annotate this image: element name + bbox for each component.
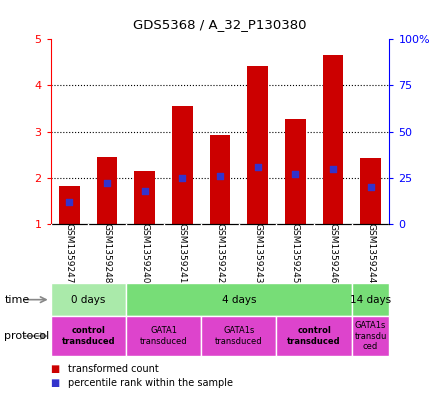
Text: GATA1
transduced: GATA1 transduced bbox=[140, 326, 187, 346]
Text: GSM1359244: GSM1359244 bbox=[366, 223, 375, 284]
Text: control
transduced: control transduced bbox=[287, 326, 341, 346]
Point bbox=[141, 187, 148, 194]
Text: GSM1359241: GSM1359241 bbox=[178, 223, 187, 284]
Text: GSM1359245: GSM1359245 bbox=[291, 223, 300, 284]
Text: GSM1359240: GSM1359240 bbox=[140, 223, 149, 284]
Bar bbox=[51, 316, 126, 356]
Text: ■: ■ bbox=[51, 364, 60, 375]
Text: time: time bbox=[4, 295, 29, 305]
Text: percentile rank within the sample: percentile rank within the sample bbox=[68, 378, 233, 388]
Text: control
transduced: control transduced bbox=[62, 326, 115, 346]
Text: GSM1359243: GSM1359243 bbox=[253, 223, 262, 284]
Bar bbox=[247, 66, 268, 224]
Point bbox=[292, 171, 299, 177]
Bar bbox=[276, 316, 352, 356]
Text: 14 days: 14 days bbox=[350, 295, 391, 305]
Bar bbox=[126, 283, 352, 316]
Bar bbox=[360, 158, 381, 224]
Text: GSM1359246: GSM1359246 bbox=[328, 223, 337, 284]
Text: GSM1359242: GSM1359242 bbox=[216, 223, 224, 284]
Bar bbox=[59, 185, 80, 224]
Bar bbox=[209, 135, 231, 224]
Point bbox=[216, 173, 224, 179]
Point bbox=[179, 174, 186, 181]
Bar bbox=[126, 316, 201, 356]
Text: protocol: protocol bbox=[4, 331, 50, 341]
Bar bbox=[51, 283, 126, 316]
Text: GDS5368 / A_32_P130380: GDS5368 / A_32_P130380 bbox=[133, 18, 307, 31]
Text: transformed count: transformed count bbox=[68, 364, 159, 375]
Bar bbox=[323, 55, 343, 224]
Bar bbox=[201, 316, 276, 356]
Bar bbox=[352, 316, 389, 356]
Text: GATA1s
transduced: GATA1s transduced bbox=[215, 326, 263, 346]
Text: GSM1359248: GSM1359248 bbox=[103, 223, 112, 284]
Text: 0 days: 0 days bbox=[71, 295, 106, 305]
Point bbox=[103, 180, 110, 187]
Text: GSM1359247: GSM1359247 bbox=[65, 223, 74, 284]
Point bbox=[367, 184, 374, 190]
Bar bbox=[352, 283, 389, 316]
Bar bbox=[134, 171, 155, 224]
Bar bbox=[97, 157, 117, 224]
Text: GATA1s
transdu
ced: GATA1s transdu ced bbox=[354, 321, 387, 351]
Point bbox=[254, 163, 261, 170]
Point bbox=[66, 199, 73, 205]
Point bbox=[330, 165, 337, 172]
Text: ■: ■ bbox=[51, 378, 60, 388]
Bar bbox=[172, 106, 193, 224]
Text: 4 days: 4 days bbox=[222, 295, 256, 305]
Bar bbox=[285, 119, 306, 224]
